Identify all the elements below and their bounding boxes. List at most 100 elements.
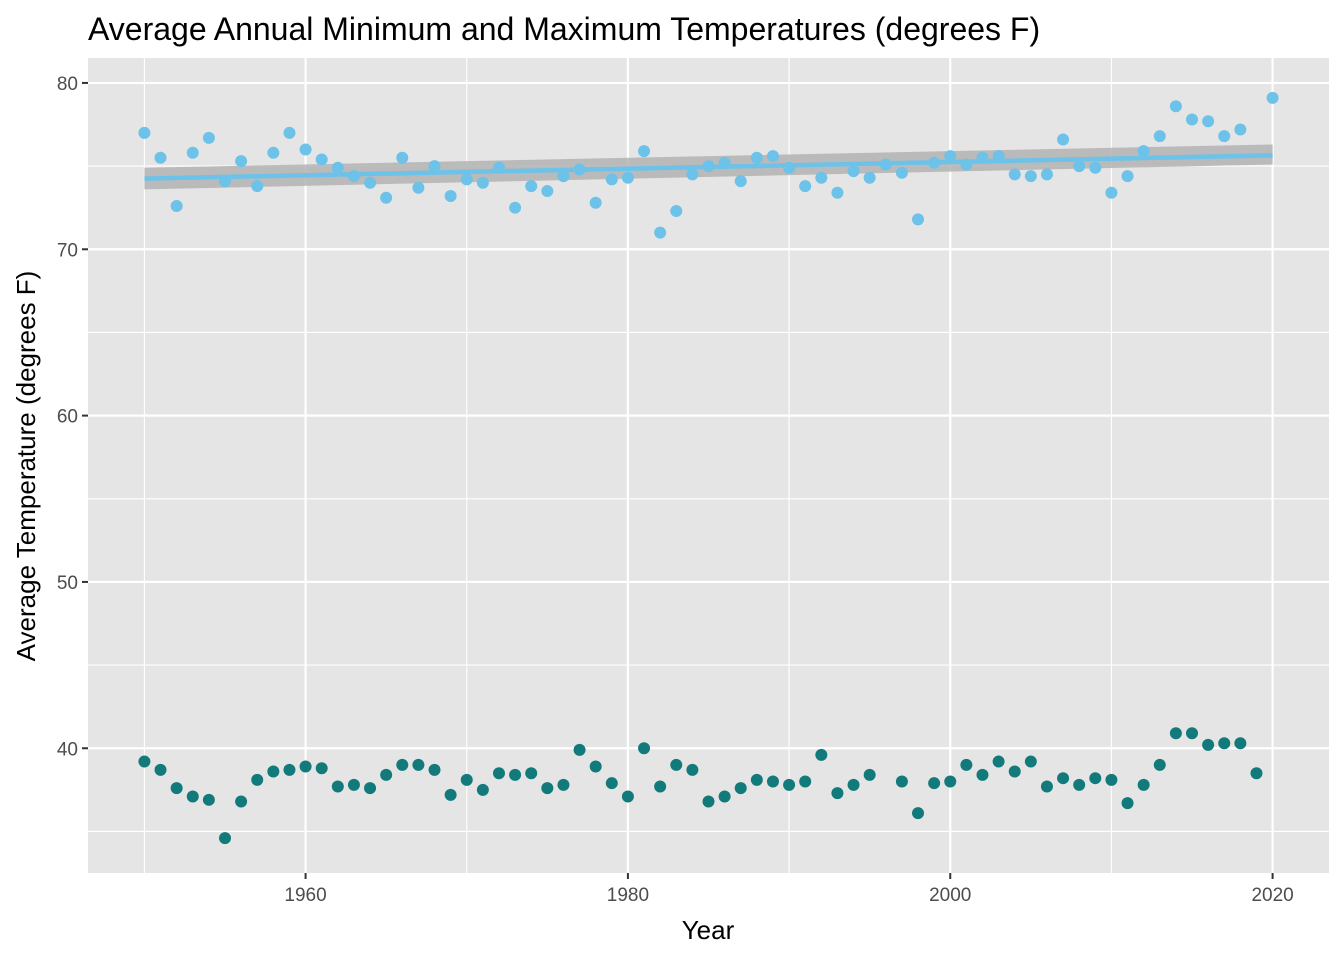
max-temp-point — [1266, 91, 1279, 104]
max-temp-point — [1008, 168, 1021, 181]
min-temp-point — [1202, 738, 1215, 751]
max-temp-point — [1234, 123, 1247, 136]
min-temp-point — [138, 755, 151, 768]
panel-background — [88, 58, 1329, 873]
min-temp-point — [783, 778, 796, 791]
max-temp-point — [718, 156, 731, 169]
max-temp-point — [912, 213, 925, 226]
y-axis-title: Average Temperature (degrees F) — [11, 271, 41, 662]
max-temp-point — [1105, 186, 1118, 199]
min-temp-point — [251, 773, 264, 786]
chart-title: Average Annual Minimum and Maximum Tempe… — [88, 11, 1040, 47]
max-temp-point — [928, 156, 941, 169]
y-tick-label: 80 — [57, 74, 78, 95]
min-temp-point — [831, 787, 844, 800]
min-temp-point — [992, 755, 1005, 768]
min-temp-point — [589, 760, 602, 773]
max-temp-point — [702, 160, 715, 173]
max-temp-point — [380, 191, 393, 204]
max-temp-point — [895, 166, 908, 179]
max-temp-point — [621, 171, 634, 184]
max-temp-point — [1186, 113, 1199, 126]
min-temp-point — [1250, 767, 1263, 780]
min-temp-point — [912, 807, 925, 820]
max-temp-point — [170, 200, 183, 213]
max-temp-point — [283, 126, 296, 139]
min-temp-point — [460, 773, 473, 786]
min-temp-point — [315, 762, 328, 775]
min-temp-point — [541, 782, 554, 795]
max-temp-point — [154, 151, 167, 164]
max-temp-point — [1024, 170, 1037, 183]
min-temp-point — [283, 763, 296, 776]
max-temp-point — [976, 151, 989, 164]
min-temp-point — [1057, 772, 1070, 785]
min-temp-point — [1234, 737, 1247, 750]
major-gridlines — [88, 58, 1329, 873]
min-temp-point — [428, 763, 441, 776]
min-temp-point — [1137, 778, 1150, 791]
max-temp-point — [573, 163, 586, 176]
max-temp-point — [654, 226, 667, 239]
min-temp-point — [638, 742, 651, 755]
min-temperature-points — [138, 727, 1263, 845]
max-temp-point — [638, 145, 651, 158]
max-temp-point — [960, 158, 973, 171]
max-temp-point — [557, 170, 570, 183]
max-temp-point — [492, 161, 505, 174]
min-temp-point — [702, 795, 715, 808]
x-tick-label: 2020 — [1251, 885, 1293, 906]
min-temp-point — [202, 793, 215, 806]
min-temp-point — [235, 795, 248, 808]
max-temperature-points — [138, 91, 1279, 239]
max-temp-point — [863, 171, 876, 184]
max-temp-point — [1057, 133, 1070, 146]
y-tick-label: 70 — [57, 240, 78, 261]
min-temp-point — [299, 760, 312, 773]
min-temp-point — [766, 775, 779, 788]
min-temp-point — [1073, 778, 1086, 791]
max-temp-point — [750, 151, 763, 164]
x-tick-label: 1960 — [284, 885, 326, 906]
min-temp-point — [621, 790, 634, 803]
min-temp-point — [444, 788, 457, 801]
min-temp-point — [476, 783, 489, 796]
max-temp-point — [315, 153, 328, 166]
min-temp-point — [412, 758, 425, 771]
max-temp-point — [1202, 115, 1215, 128]
max-temp-point — [847, 165, 860, 178]
max-temp-point — [428, 160, 441, 173]
x-tick-label: 2000 — [929, 885, 971, 906]
min-temp-point — [605, 777, 618, 790]
min-temp-point — [364, 782, 377, 795]
min-temp-point — [573, 743, 586, 756]
min-temp-point — [718, 790, 731, 803]
max-temp-point — [815, 171, 828, 184]
y-tick-label: 50 — [57, 573, 78, 594]
max-temp-point — [186, 146, 199, 159]
max-temp-point — [364, 176, 377, 189]
max-temp-point — [235, 155, 248, 168]
max-temp-point — [267, 146, 280, 159]
max-temp-point — [525, 180, 538, 193]
max-temp-point — [396, 151, 409, 164]
max-temp-point — [766, 150, 779, 163]
max-temp-point — [589, 196, 602, 209]
min-temp-point — [944, 775, 957, 788]
min-temp-point — [267, 765, 280, 778]
min-temp-point — [863, 768, 876, 781]
min-temp-point — [1169, 727, 1182, 740]
min-temp-point — [186, 790, 199, 803]
max-temp-point — [138, 126, 151, 139]
min-temp-point — [734, 782, 747, 795]
max-temp-point — [605, 173, 618, 186]
min-temp-point — [750, 773, 763, 786]
min-temp-point — [670, 758, 683, 771]
max-temp-point — [992, 150, 1005, 163]
x-axis: 1960 1980 2000 2020 — [284, 873, 1294, 906]
min-temp-point — [1024, 755, 1037, 768]
max-temp-point — [299, 143, 312, 156]
min-temp-point — [976, 768, 989, 781]
x-tick-label: 1980 — [607, 885, 649, 906]
